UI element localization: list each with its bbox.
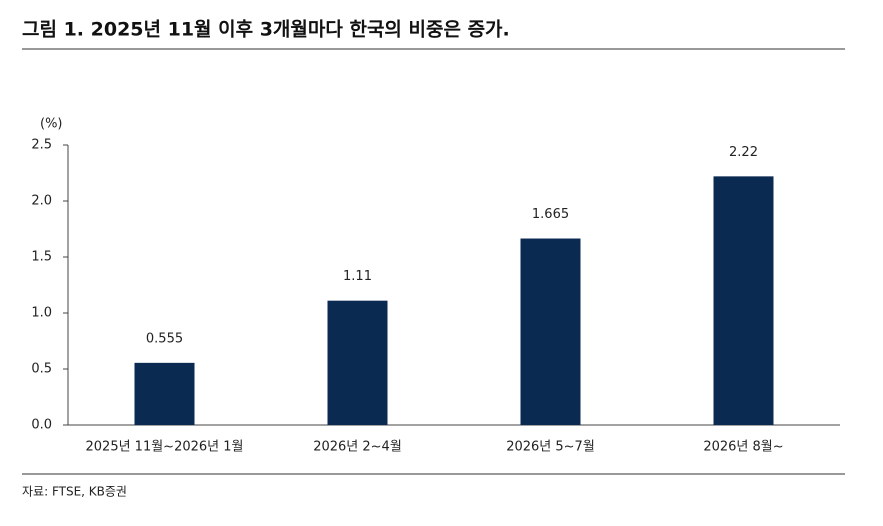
y-tick-label: 0.0 bbox=[31, 418, 52, 433]
y-unit: (%) bbox=[40, 117, 63, 132]
source: 자료: FTSE, KB증권 bbox=[22, 485, 127, 499]
y-tick-label: 0.5 bbox=[31, 362, 52, 377]
bar bbox=[713, 176, 774, 425]
y-tick-label: 1.5 bbox=[31, 250, 52, 265]
x-tick-label: 2025년 11월~2026년 1월 bbox=[86, 440, 244, 455]
y-tick-label: 1.0 bbox=[31, 306, 52, 321]
x-tick-label: 2026년 5~7월 bbox=[506, 440, 595, 455]
bar bbox=[327, 300, 388, 425]
y-tick-label: 2.0 bbox=[31, 194, 52, 209]
y-tick-label: 2.5 bbox=[31, 138, 52, 153]
bar bbox=[520, 238, 581, 425]
chart-title: 그림 1. 2025년 11월 이후 3개월마다 한국의 비중은 증가. bbox=[22, 19, 510, 41]
value-label: 1.11 bbox=[343, 269, 372, 284]
value-label: 1.665 bbox=[532, 207, 569, 222]
value-label: 2.22 bbox=[729, 145, 758, 160]
bar bbox=[134, 362, 195, 425]
x-tick-label: 2026년 8월~ bbox=[703, 440, 783, 455]
value-label: 0.555 bbox=[146, 331, 183, 346]
x-tick-label: 2026년 2~4월 bbox=[313, 440, 402, 455]
